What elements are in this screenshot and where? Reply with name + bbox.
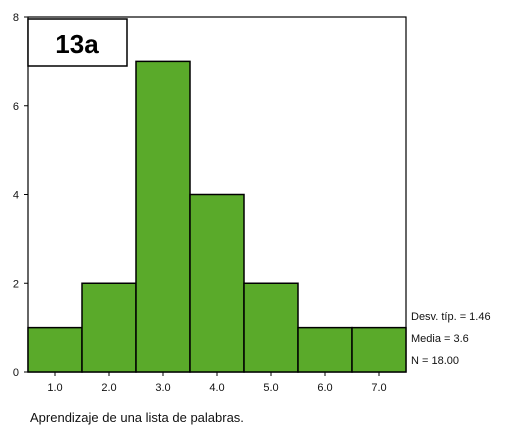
x-axis-label: Aprendizaje de una lista de palabras. — [30, 410, 244, 425]
x-tick-label-6.0: 6.0 — [317, 382, 332, 394]
x-tick-label-1.0: 1.0 — [47, 382, 62, 394]
histogram-bar-6 — [297, 326, 353, 373]
y-tick-label-0: 0 — [13, 367, 19, 379]
histogram-bar-3 — [135, 60, 191, 373]
x-tick-label-4.0: 4.0 — [209, 382, 224, 394]
x-tick-label-5.0: 5.0 — [263, 382, 278, 394]
title-box — [27, 18, 128, 67]
x-tick-label-3.0: 3.0 — [155, 382, 170, 394]
y-tick-label-8: 8 — [13, 12, 19, 24]
chart-title: 13a — [55, 29, 99, 59]
stats-line-2: Media = 3.6 — [411, 333, 469, 345]
stats-line-3: N = 18.00 — [411, 355, 459, 367]
y-tick-label-2: 2 — [13, 278, 19, 290]
histogram-bar-5 — [243, 282, 299, 373]
x-tick-label-2.0: 2.0 — [101, 382, 116, 394]
y-tick-label-6: 6 — [13, 101, 19, 113]
histogram-bar-7 — [351, 326, 407, 373]
x-tick-label-7.0: 7.0 — [371, 382, 386, 394]
y-tick-label-4: 4 — [13, 190, 19, 202]
histogram-bar-1 — [27, 326, 83, 373]
histogram-bar-2 — [81, 282, 137, 373]
histogram-bar-4 — [189, 193, 245, 373]
stats-line-1: Desv. típ. = 1.46 — [411, 311, 491, 323]
